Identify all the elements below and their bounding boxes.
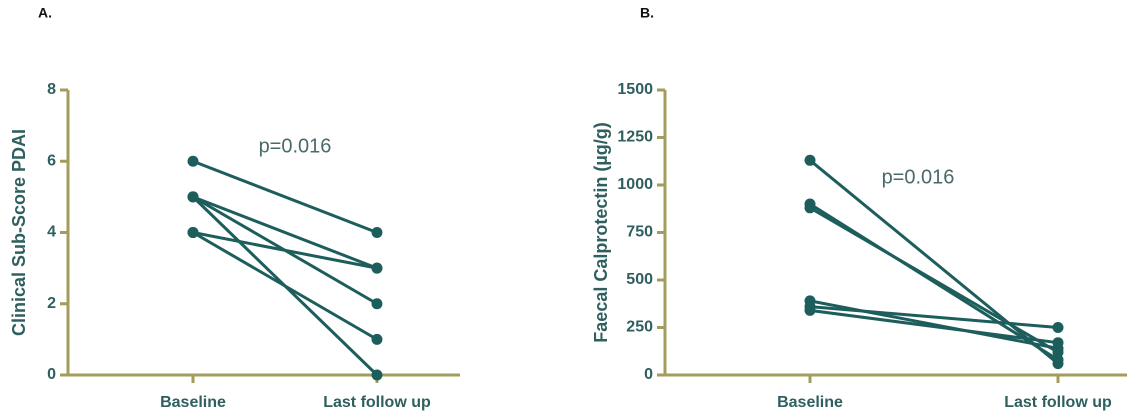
data-point [1052, 322, 1064, 333]
y-axis-label: Clinical Sub-Score PDAI [9, 129, 29, 336]
y-tick-label: 500 [626, 271, 653, 288]
series-line [809, 305, 1059, 329]
data-point [371, 369, 383, 381]
y-tick-label: 250 [626, 319, 653, 336]
y-tick-label: 0 [47, 366, 56, 383]
data-point [1052, 337, 1064, 349]
data-point [371, 262, 383, 274]
x-tick-label: Last follow up [1004, 394, 1112, 411]
data-point [371, 227, 383, 238]
series-line [809, 206, 1059, 354]
y-tick-label: 1250 [617, 129, 653, 146]
x-tick-label: Last follow up [323, 394, 431, 411]
y-tick-label: 0 [644, 366, 653, 383]
series-line [192, 231, 378, 270]
data-point [804, 304, 816, 316]
x-tick-label: Baseline [777, 394, 843, 411]
series-line [809, 159, 1059, 365]
data-point [371, 333, 383, 345]
series-line [192, 159, 378, 234]
data-point [804, 154, 816, 166]
y-axis-label: Faecal Calprotectin (µg/g) [591, 122, 611, 342]
series-line [192, 231, 378, 341]
x-tick-label: Baseline [160, 394, 226, 411]
y-tick-label: 8 [47, 81, 56, 98]
y-tick-label: 6 [47, 152, 56, 169]
y-tick-label: 1500 [617, 81, 653, 98]
data-point [187, 155, 199, 167]
annotation: p=0.016 [259, 135, 332, 157]
data-point [187, 191, 199, 203]
series-line [192, 195, 378, 270]
y-tick-label: 2 [47, 295, 56, 312]
y-tick-label: 1000 [617, 176, 653, 193]
panel-label: B. [640, 5, 654, 21]
data-point [371, 298, 383, 310]
data-point [1052, 354, 1064, 366]
data-point [804, 202, 816, 214]
y-tick-label: 4 [47, 224, 56, 241]
series-line [809, 202, 1059, 362]
series-line [809, 308, 1059, 345]
data-point [187, 227, 199, 238]
panel-label: A. [38, 5, 52, 21]
annotation: p=0.016 [882, 166, 955, 188]
y-tick-label: 750 [626, 224, 653, 241]
